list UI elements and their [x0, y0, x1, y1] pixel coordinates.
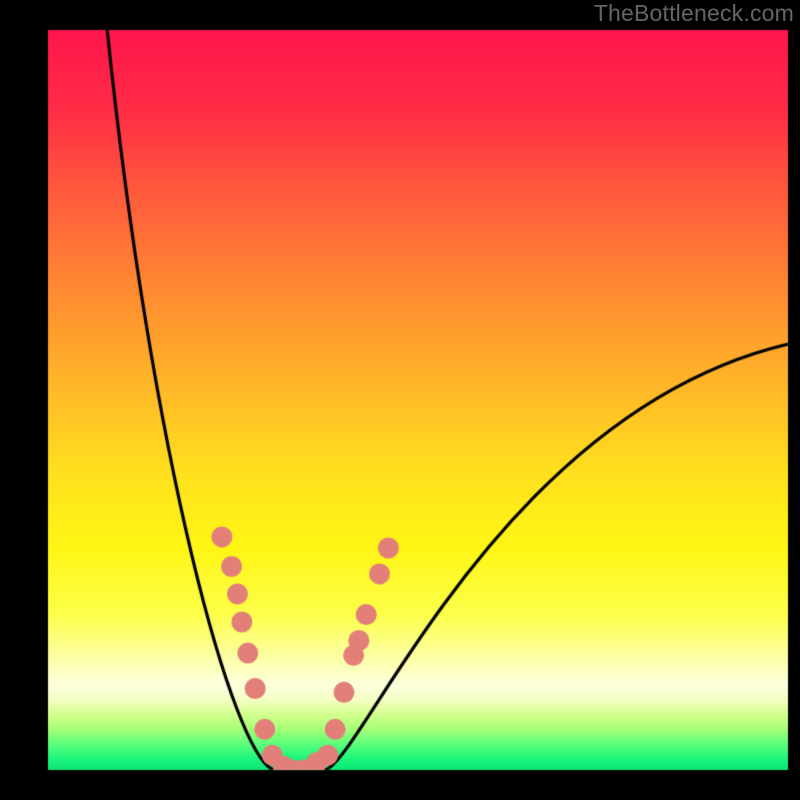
- chart-stage: TheBottleneck.com: [0, 0, 800, 800]
- bottleneck-curve-canvas: [0, 0, 800, 800]
